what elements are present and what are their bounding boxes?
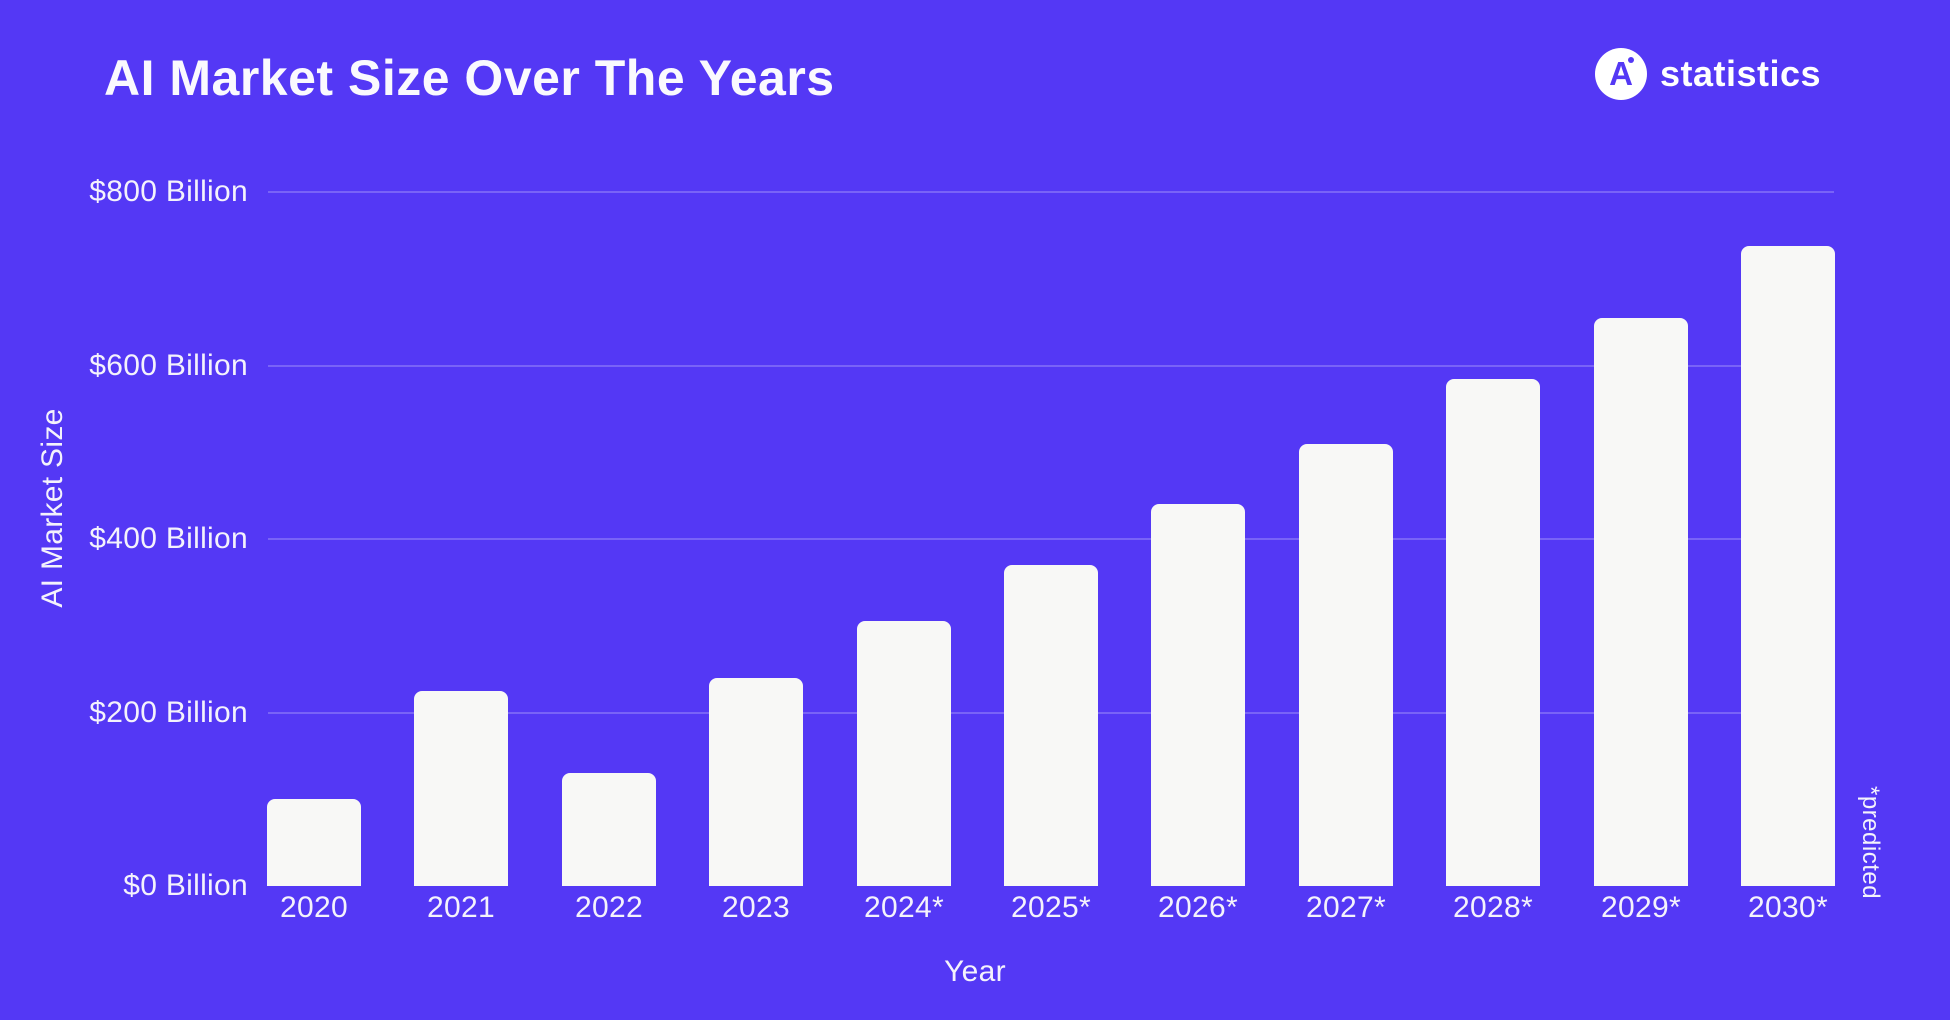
bar-2026* [1151,504,1245,886]
x-tick-label: 2028* [1453,891,1533,924]
bar-2025* [1004,565,1098,886]
y-tick-label: $800 Billion [89,175,248,208]
bar-2028* [1446,379,1540,886]
x-tick-label: 2029* [1601,891,1681,924]
logo-circle-icon: A [1595,48,1647,100]
y-tick-label: $600 Billion [89,348,248,382]
x-tick-label: 2026* [1158,891,1238,924]
x-tick-label: 2022 [575,891,643,924]
bar-2027* [1299,444,1393,886]
x-tick-label: 2024* [864,891,944,924]
gridline-800 [268,191,1834,193]
bar-2030* [1741,246,1835,886]
x-tick-label: 2023 [722,891,790,924]
y-axis-title: AI Market Size [36,408,69,608]
bar-2024* [857,621,951,886]
brand-logo: A statistics [1595,46,1821,102]
logo-monogram-dot [1628,57,1634,63]
gridline-400 [268,538,1834,540]
bar-2021 [414,691,508,886]
logo-monogram-letter: A [1609,55,1633,92]
y-tick-label: $200 Billion [89,695,248,729]
bar-2020 [267,799,361,886]
y-tick-label: $400 Billion [89,522,248,555]
bar-2029* [1594,318,1688,886]
predicted-footnote: *predicted [1857,786,1884,900]
x-tick-label: 2021 [427,891,495,924]
chart-title: AI Market Size Over The Years [104,50,835,106]
logo-wordmark: statistics [1660,53,1822,94]
x-tick-label: 2030* [1748,891,1828,924]
gridline-600 [268,364,1834,367]
x-tick-label: 2027* [1306,891,1386,924]
bar-2023 [709,678,803,886]
x-axis-title: Year [944,955,1006,988]
bar-2022 [562,773,656,886]
x-tick-label: 2025* [1011,891,1091,924]
y-tick-label: $0 Billion [123,869,248,902]
x-tick-label: 2020 [280,891,348,924]
